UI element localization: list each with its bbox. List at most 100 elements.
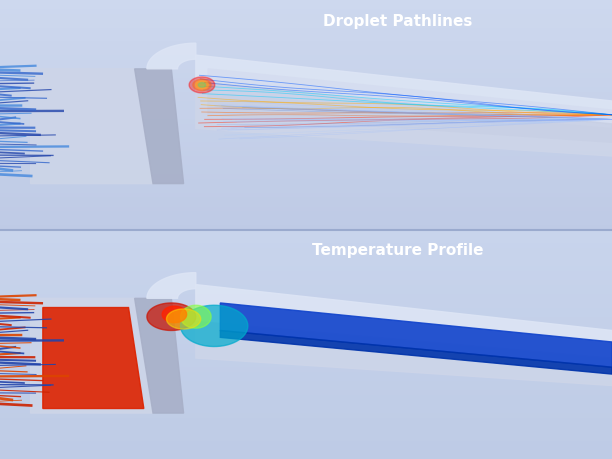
Polygon shape (196, 55, 612, 129)
Bar (0, 395, 612, 399)
Bar (0, 294, 612, 298)
Bar (0, 243, 612, 248)
Bar (0, 427, 612, 431)
Bar (0, 142, 612, 147)
Bar (0, 234, 612, 239)
Bar (0, 151, 612, 156)
Polygon shape (31, 298, 153, 413)
Polygon shape (181, 305, 211, 328)
Bar (0, 358, 612, 363)
Polygon shape (31, 69, 153, 184)
Bar (0, 211, 612, 216)
Bar (0, 418, 612, 422)
Bar (0, 330, 612, 335)
Bar (0, 340, 612, 344)
Polygon shape (166, 309, 201, 329)
Bar (0, 115, 612, 119)
Bar (0, 69, 612, 73)
Bar (0, 193, 612, 197)
Bar (0, 335, 612, 340)
Bar (0, 9, 612, 14)
Bar (0, 312, 612, 317)
Bar (0, 376, 612, 381)
Polygon shape (43, 308, 144, 409)
Bar (0, 266, 612, 271)
Bar (0, 225, 612, 230)
Polygon shape (147, 303, 196, 330)
Bar (0, 5, 612, 9)
Polygon shape (162, 306, 187, 323)
Bar (0, 83, 612, 87)
Bar (0, 441, 612, 445)
Bar (0, 248, 612, 252)
Bar (0, 275, 612, 280)
Bar (0, 41, 612, 46)
Bar (0, 298, 612, 303)
Bar (0, 101, 612, 106)
Bar (0, 220, 612, 225)
Polygon shape (198, 83, 206, 87)
Bar (0, 87, 612, 92)
Bar (0, 399, 612, 404)
Bar (0, 413, 612, 418)
Bar (0, 37, 612, 41)
Bar (0, 18, 612, 23)
Bar (0, 445, 612, 450)
Polygon shape (220, 303, 612, 367)
Bar (0, 133, 612, 138)
Polygon shape (196, 285, 612, 358)
Bar (0, 28, 612, 32)
Bar (0, 60, 612, 64)
Bar (0, 344, 612, 349)
Bar (0, 119, 612, 124)
Polygon shape (195, 81, 209, 89)
Bar (0, 170, 612, 174)
Bar (0, 317, 612, 321)
Bar (0, 381, 612, 386)
Bar (0, 46, 612, 50)
Bar (0, 262, 612, 266)
Bar (0, 207, 612, 211)
Bar (0, 271, 612, 275)
Bar (0, 326, 612, 330)
Bar (0, 285, 612, 289)
Polygon shape (135, 69, 184, 184)
Bar (0, 174, 612, 179)
Bar (0, 308, 612, 312)
Polygon shape (208, 69, 612, 124)
Bar (0, 422, 612, 427)
Bar (0, 184, 612, 188)
Bar (0, 202, 612, 207)
Bar (0, 280, 612, 285)
Bar (0, 165, 612, 170)
Polygon shape (147, 43, 196, 69)
Bar (0, 230, 612, 234)
Bar (0, 404, 612, 409)
Bar (0, 138, 612, 142)
Polygon shape (196, 92, 612, 156)
Polygon shape (196, 321, 612, 386)
Bar (0, 106, 612, 110)
Bar (0, 110, 612, 115)
Bar (0, 129, 612, 133)
Bar (0, 55, 612, 60)
Bar (0, 252, 612, 257)
Polygon shape (220, 330, 612, 374)
Bar (0, 124, 612, 129)
Bar (0, 289, 612, 294)
Bar (0, 386, 612, 390)
Bar (0, 14, 612, 18)
Bar (0, 353, 612, 358)
Bar (0, 179, 612, 184)
Bar (0, 436, 612, 441)
Bar (0, 156, 612, 161)
Bar (0, 64, 612, 69)
Bar (0, 32, 612, 37)
Polygon shape (135, 298, 184, 413)
Bar (0, 147, 612, 151)
Bar (0, 454, 612, 459)
Bar (0, 367, 612, 372)
Polygon shape (147, 273, 196, 298)
Bar (0, 409, 612, 413)
Polygon shape (208, 83, 612, 142)
